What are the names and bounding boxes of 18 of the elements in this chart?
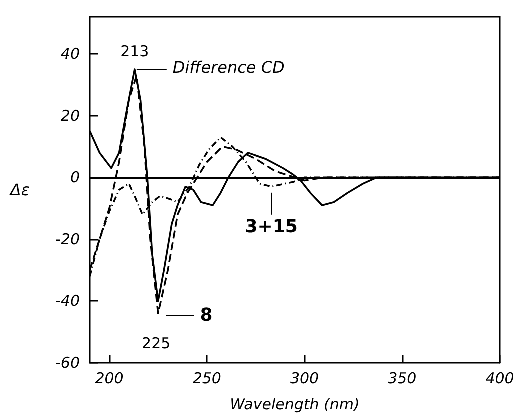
annotation: 213 [120, 42, 150, 61]
annotation: 3+15 [245, 216, 298, 238]
annotation: Difference CD [172, 58, 285, 78]
x-tick-label: 300 [290, 370, 320, 388]
y-tick-label: -20 [56, 230, 80, 248]
annotation: 8 [200, 305, 213, 326]
x-tick-label: 250 [192, 370, 222, 388]
x-tick-label: 200 [95, 370, 124, 388]
y-tick-label: 0 [70, 168, 80, 187]
y-axis-title: Δε [8, 180, 30, 200]
x-tick-label: 400 [486, 370, 514, 388]
annotation: 225 [142, 334, 171, 353]
y-tick-label: 20 [60, 106, 80, 125]
x-axis-title: Wavelength (nm) [230, 396, 360, 414]
x-tick-label: 350 [388, 370, 417, 388]
y-tick-label: -60 [56, 354, 80, 372]
y-tick-label: -40 [56, 292, 80, 310]
y-tick-label: 40 [60, 45, 80, 64]
